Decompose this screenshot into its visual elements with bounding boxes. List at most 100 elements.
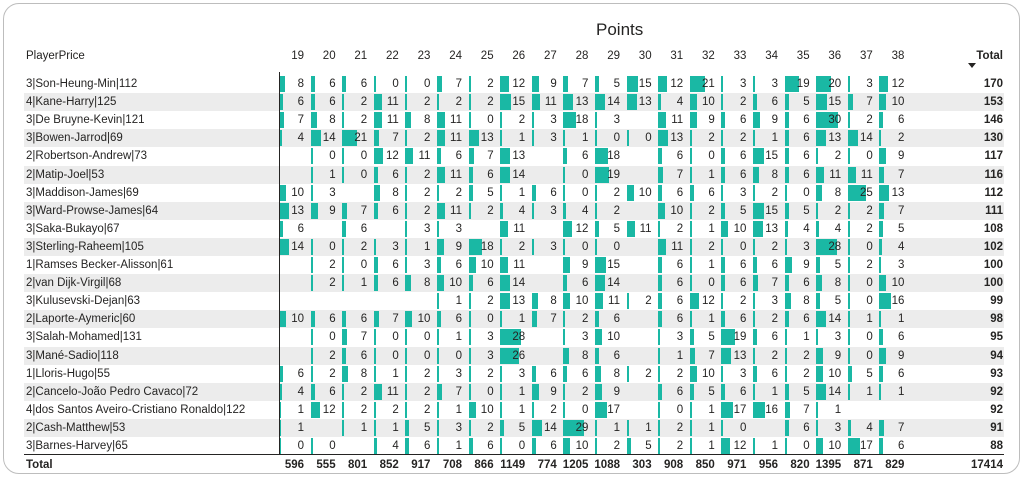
cell-value[interactable]: 3 [739, 78, 747, 90]
cell-value[interactable]: 9 [613, 385, 620, 398]
column-header-gw-27[interactable]: 27 [544, 50, 557, 62]
cell-value[interactable]: 12 [512, 78, 526, 90]
column-header-gw-21[interactable]: 21 [354, 50, 368, 62]
cell-value[interactable]: 2 [897, 132, 905, 145]
cell-value[interactable]: 11 [450, 114, 462, 127]
cell-value[interactable]: 4 [803, 222, 810, 235]
cell-value[interactable]: 14 [544, 421, 557, 434]
cell-value[interactable]: 0 [803, 186, 810, 199]
cell-value[interactable]: 6 [360, 78, 368, 90]
cell-value[interactable]: 2 [708, 204, 715, 217]
cell-value[interactable]: 2 [423, 403, 431, 416]
cell-value[interactable]: 15 [828, 96, 842, 109]
cell-value[interactable]: 0 [423, 331, 431, 344]
cell-value[interactable]: 16 [891, 295, 905, 308]
cell-value[interactable]: 1 [392, 421, 399, 434]
cell-value[interactable]: 19 [733, 331, 747, 344]
cell-value[interactable]: 2 [329, 277, 336, 290]
cell-value[interactable]: 1 [297, 403, 304, 416]
cell-value[interactable]: 11 [450, 132, 462, 145]
cell-value[interactable]: 2 [866, 259, 873, 271]
cell-value[interactable]: 1 [771, 132, 778, 145]
cell-value[interactable]: 9 [803, 259, 810, 271]
cell-value[interactable]: 1 [708, 168, 715, 181]
cell-value[interactable]: 12 [322, 403, 336, 416]
cell-value[interactable]: 10 [702, 96, 715, 109]
cell-value[interactable]: 0 [645, 132, 652, 145]
cell-value[interactable]: 10 [480, 403, 494, 416]
cell-value[interactable]: 2 [487, 295, 494, 308]
cell-value[interactable]: 14 [607, 96, 620, 109]
cell-value[interactable]: 13 [512, 150, 526, 163]
cell-value[interactable]: 5 [739, 204, 747, 217]
cell-value[interactable]: 6 [455, 150, 462, 163]
row-label[interactable]: 2|Cash-Matthew|53 [26, 421, 126, 434]
cell-value[interactable]: 0 [739, 240, 747, 253]
cell-value[interactable]: 3 [423, 222, 431, 235]
cell-value[interactable]: 5 [423, 421, 431, 434]
cell-value[interactable]: 2 [455, 96, 462, 109]
row-label[interactable]: 3|De Bruyne-Kevin|121 [26, 114, 145, 127]
cell-value[interactable]: 6 [613, 313, 620, 326]
row-total[interactable]: 91 [990, 421, 1003, 434]
cell-value[interactable]: 0 [360, 150, 368, 163]
cell-value[interactable]: 6 [676, 385, 684, 398]
cell-value[interactable]: 3 [739, 367, 747, 380]
cell-value[interactable]: 8 [834, 277, 842, 290]
cell-value[interactable]: 11 [608, 295, 620, 308]
column-header-gw-34[interactable]: 34 [765, 50, 778, 62]
row-label[interactable]: 3|Salah-Mohamed|131 [26, 331, 142, 344]
cell-value[interactable]: 8 [771, 168, 778, 181]
cell-value[interactable]: 2 [423, 132, 431, 145]
row-total[interactable]: 99 [990, 295, 1003, 308]
cell-value[interactable]: 30 [828, 114, 842, 127]
cell-value[interactable]: 8 [613, 367, 620, 380]
cell-value[interactable]: 2 [360, 385, 368, 398]
cell-value[interactable]: 2 [423, 168, 431, 181]
cell-value[interactable]: 6 [803, 132, 810, 145]
cell-value[interactable]: 14 [607, 277, 620, 290]
row-label[interactable]: 3|Kulusevski-Dejan|63 [26, 295, 141, 308]
cell-value[interactable]: 2 [645, 367, 652, 380]
cell-value[interactable]: 13 [575, 96, 589, 109]
row-total[interactable]: 108 [983, 222, 1003, 235]
row-total[interactable]: 102 [983, 240, 1003, 253]
cell-value[interactable]: 3 [771, 78, 778, 90]
cell-value[interactable]: 17 [607, 403, 620, 416]
cell-value[interactable]: 0 [866, 277, 873, 290]
cell-value[interactable]: 2 [866, 204, 873, 217]
cell-value[interactable]: 4 [581, 204, 589, 217]
cell-value[interactable]: 10 [449, 277, 462, 290]
cell-value[interactable]: 11 [450, 204, 462, 217]
row-total[interactable]: 100 [983, 259, 1003, 271]
column-header-gw-38[interactable]: 38 [891, 50, 905, 62]
cell-value[interactable]: 10 [702, 367, 715, 380]
cell-value[interactable]: 19 [607, 168, 620, 181]
cell-value[interactable]: 6 [455, 259, 462, 271]
cell-value[interactable]: 0 [866, 349, 873, 362]
cell-value[interactable]: 0 [392, 349, 399, 362]
row-total[interactable]: 130 [983, 132, 1003, 145]
cell-value[interactable]: 2 [550, 403, 557, 416]
cell-value[interactable]: 4 [866, 421, 873, 434]
cell-value[interactable]: 1 [708, 440, 715, 452]
cell-value[interactable]: 2 [866, 114, 873, 127]
cell-value[interactable]: 25 [860, 186, 873, 199]
cell-value[interactable]: 10 [607, 331, 620, 344]
row-total[interactable]: 92 [990, 385, 1003, 398]
cell-value[interactable]: 6 [487, 168, 494, 181]
cell-value[interactable]: 0 [708, 150, 715, 163]
cell-value[interactable]: 15 [765, 204, 778, 217]
cell-value[interactable]: 7 [550, 313, 557, 326]
cell-value[interactable]: 1 [518, 385, 526, 398]
cell-value[interactable]: 1 [771, 440, 778, 452]
cell-value[interactable]: 10 [828, 367, 842, 380]
cell-value[interactable]: 6 [739, 150, 747, 163]
cell-value[interactable]: 0 [423, 349, 431, 362]
cell-value[interactable]: 2 [613, 186, 620, 199]
row-label[interactable]: 3|Saka-Bukayo|67 [26, 222, 120, 235]
cell-value[interactable]: 4 [676, 96, 684, 109]
cell-value[interactable]: 3 [771, 295, 778, 308]
cell-value[interactable]: 1 [771, 385, 778, 398]
cell-value[interactable]: 2 [360, 403, 368, 416]
